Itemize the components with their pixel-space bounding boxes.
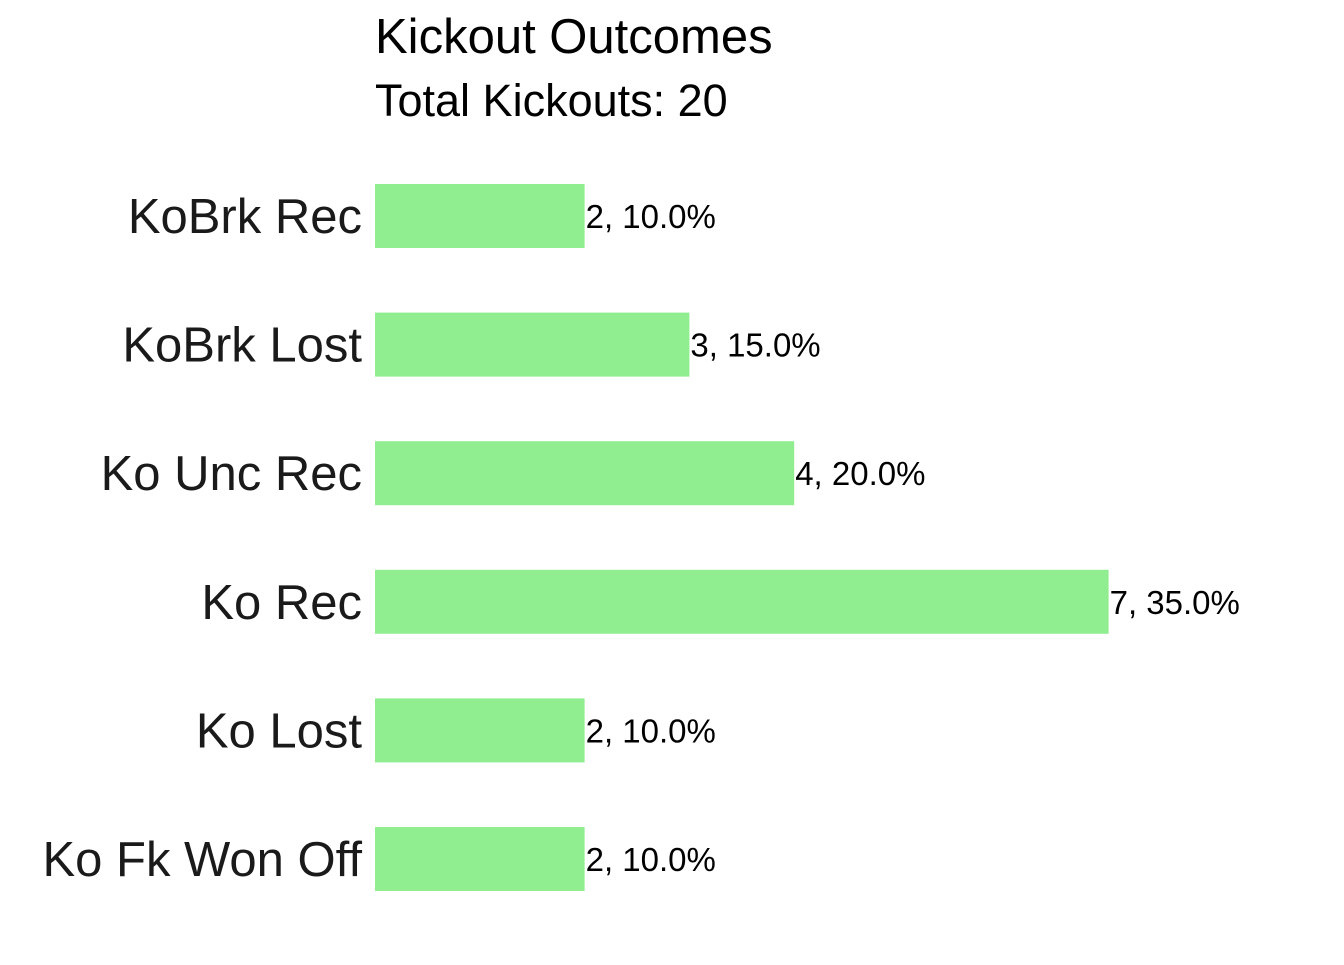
bar bbox=[375, 312, 690, 377]
chart-subtitle: Total Kickouts: 20 bbox=[375, 75, 728, 126]
category-label: KoBrk Lost bbox=[122, 319, 362, 373]
bar bbox=[375, 441, 795, 506]
data-label: 2, 10.0% bbox=[586, 841, 716, 878]
bar bbox=[375, 184, 585, 248]
category-label: Ko Unc Rec bbox=[101, 447, 362, 501]
category-label: Ko Lost bbox=[196, 704, 363, 758]
data-label: 3, 15.0% bbox=[690, 327, 820, 364]
data-label: 2, 10.0% bbox=[586, 198, 716, 235]
bar bbox=[375, 827, 585, 891]
data-label: 2, 10.0% bbox=[586, 712, 716, 749]
bar bbox=[375, 698, 585, 763]
category-label: Ko Fk Won Off bbox=[42, 833, 362, 887]
category-label: KoBrk Rec bbox=[128, 190, 362, 244]
plot-area: KoBrk Rec 2, 10.0% KoBrk Lost 3, 15.0% Ko Un… bbox=[42, 184, 1240, 891]
chart-title: Kickout Outcomes bbox=[375, 10, 773, 64]
bar bbox=[375, 569, 1109, 634]
category-label: Ko Rec bbox=[201, 576, 362, 630]
data-label: 4, 20.0% bbox=[795, 455, 925, 492]
data-label: 7, 35.0% bbox=[1110, 584, 1240, 621]
